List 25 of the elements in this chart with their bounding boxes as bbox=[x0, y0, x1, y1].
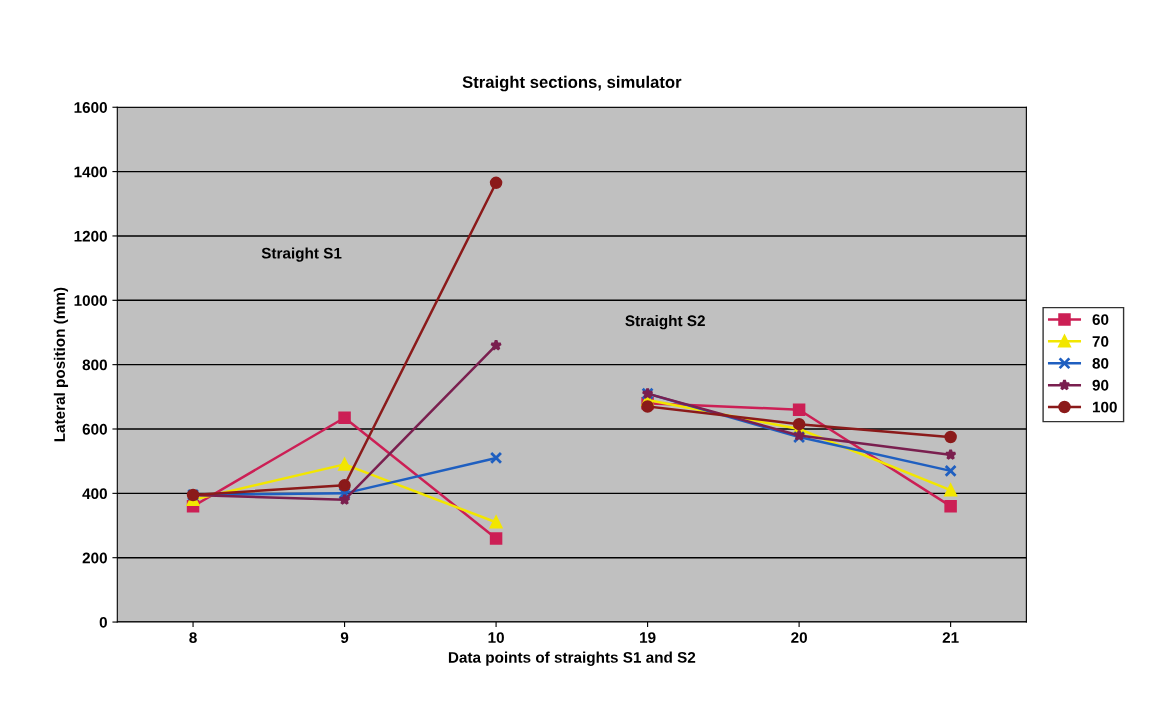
y-tick-label: 400 bbox=[82, 488, 107, 500]
legend-label: 90 bbox=[1092, 379, 1109, 391]
x-tick-label: 10 bbox=[488, 632, 504, 643]
y-tick-label: 1200 bbox=[74, 230, 107, 242]
x-tick-label: 8 bbox=[189, 632, 197, 643]
x-tick-label: 21 bbox=[942, 632, 959, 643]
y-tick-label: 200 bbox=[82, 552, 107, 564]
chart-title: Straight sections, simulator bbox=[462, 75, 682, 92]
y-tick-label: 0 bbox=[99, 616, 107, 628]
annotation: Straight S2 bbox=[625, 314, 705, 330]
x-tick-label: 19 bbox=[640, 632, 656, 643]
x-axis-title: Data points of straights S1 and S2 bbox=[448, 651, 696, 666]
y-axis-title: Lateral position (mm) bbox=[53, 287, 69, 442]
legend-label: 80 bbox=[1092, 357, 1109, 369]
y-tick-label: 800 bbox=[82, 359, 107, 371]
legend-label: 70 bbox=[1092, 336, 1109, 347]
legend-label: 100 bbox=[1092, 401, 1117, 413]
y-tick-label: 1000 bbox=[74, 295, 107, 306]
x-tick-label: 20 bbox=[791, 632, 807, 643]
legend-label: 60 bbox=[1092, 314, 1109, 325]
y-tick-label: 1400 bbox=[74, 166, 107, 178]
y-tick-label: 1600 bbox=[74, 102, 107, 113]
x-tick-label: 9 bbox=[340, 632, 349, 643]
y-tick-label: 600 bbox=[82, 423, 107, 435]
annotation: Straight S1 bbox=[261, 247, 342, 262]
